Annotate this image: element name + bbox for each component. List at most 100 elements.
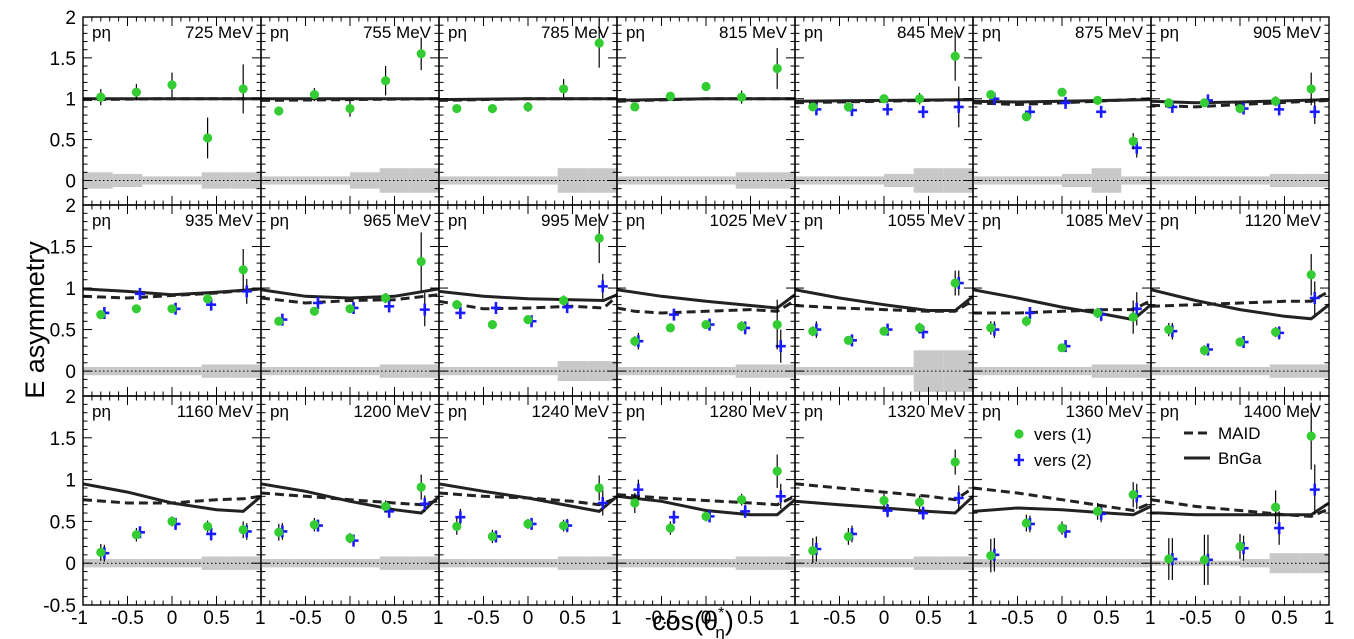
systematic-band [795,176,825,185]
bnga-curve [1151,98,1329,105]
vers2-point [597,280,608,293]
systematic-band [1062,173,1092,188]
systematic-band [498,176,528,185]
vers1-point [238,84,248,94]
systematic-band [350,366,380,376]
vers1-point [309,90,319,100]
vers2-point [1309,105,1320,118]
systematic-band [1299,553,1329,574]
vers1-point [523,519,533,529]
vers1-point [630,102,640,112]
systematic-band [350,559,380,568]
vers1-point [274,527,284,537]
vers1-point [701,81,711,92]
systematic-band [231,172,261,189]
vers2-point [668,511,679,524]
panel-reaction-label: pη [626,402,645,421]
panel-energy-label: 1400 MeV [1244,402,1322,421]
x-axis-title-main: cos(θ [652,606,718,636]
vers2-point [455,511,466,524]
panel-energy-label: 815 MeV [719,23,788,42]
vers1-point [345,103,355,114]
vers1-point [1271,327,1281,337]
y-tick-label: 1.5 [50,238,76,259]
bnga-curve [973,288,1151,322]
systematic-band [1210,176,1240,185]
vers1-point [630,336,640,346]
systematic-band [1032,559,1062,568]
systematic-band [884,559,914,568]
vers2-point [1274,103,1285,116]
systematic-band [1240,366,1270,376]
vers1-point [843,531,854,542]
y-tick-label: 0 [65,362,76,383]
systematic-band [439,559,469,568]
panel-reaction-label: pη [1160,402,1179,421]
vers1-point [772,319,782,330]
panel-995-mev: pη 995 MeV [438,204,618,397]
vers2-point [775,490,786,503]
legend: vers (1) vers (2) MAID BnGa [1014,424,1262,470]
vers1-point [950,278,960,288]
systematic-band [172,176,202,185]
systematic-band [261,366,291,376]
y-tick-label: 1 [65,90,76,111]
x-tick-label: 0 [345,608,356,629]
y-tick-label: 2 [65,387,76,408]
legend-vers2-marker [1014,454,1024,466]
vers1-point [1093,308,1103,318]
systematic-band [409,556,439,570]
panel-energy-label: 1240 MeV [532,402,610,421]
y-tick-label: -0.5 [43,596,76,617]
vers1-point [701,319,711,330]
bnga-curve [973,505,1151,517]
vers1-point [96,310,106,320]
vers1-point [416,482,426,492]
vers2-point [1060,96,1071,109]
systematic-band [706,366,736,376]
vers1-point [1235,103,1245,114]
panel-plot-area [795,31,973,193]
vers1-point [950,457,960,467]
systematic-band [528,176,558,185]
vers1-point [879,94,889,104]
panel-1160-mev: pη 1160 MeV [82,395,262,606]
x-axis-title-close: ) [725,606,734,636]
vers1-point [915,323,925,333]
panel-reaction-label: pη [804,211,823,230]
panel-energy-label: 845 MeV [897,23,966,42]
bnga-curve [795,288,973,312]
systematic-band [973,176,1003,185]
panel-1085-mev: pη 1085 MeV [972,204,1152,397]
panel-1025-mev: pη 1025 MeV [616,204,796,397]
vers1-point [1128,490,1138,500]
panel-energy-label: 1320 MeV [888,402,966,421]
panel-reaction-label: pη [982,402,1001,421]
vers1-point [1057,87,1067,97]
systematic-band [973,366,1003,376]
systematic-band [439,366,469,376]
vers1-point [345,533,355,543]
vers1-point [274,106,284,116]
panel-reaction-label: pη [448,23,467,42]
x-tick-label: 1 [1145,608,1156,629]
panel-1200-mev: pη 1200 MeV [260,395,440,606]
systematic-band [439,176,469,185]
bnga-curve [1151,288,1329,321]
x-tick-label: 1 [789,608,800,629]
vers2-point [668,308,679,321]
panel-frame [82,395,262,606]
systematic-band [320,176,350,185]
panel-965-mev: pη 965 MeV [260,204,440,397]
maid-curve [439,295,617,311]
vers2-point [134,287,145,300]
maid-curve [261,491,439,507]
systematic-band [765,556,795,570]
vers1-point [1306,84,1316,94]
vers1-point [1128,136,1138,146]
panel-energy-label: 1360 MeV [1066,402,1144,421]
vers1-point [701,511,711,521]
vers1-point [203,294,213,304]
x-tick-label: 0 [1057,608,1068,629]
systematic-band [528,366,558,376]
